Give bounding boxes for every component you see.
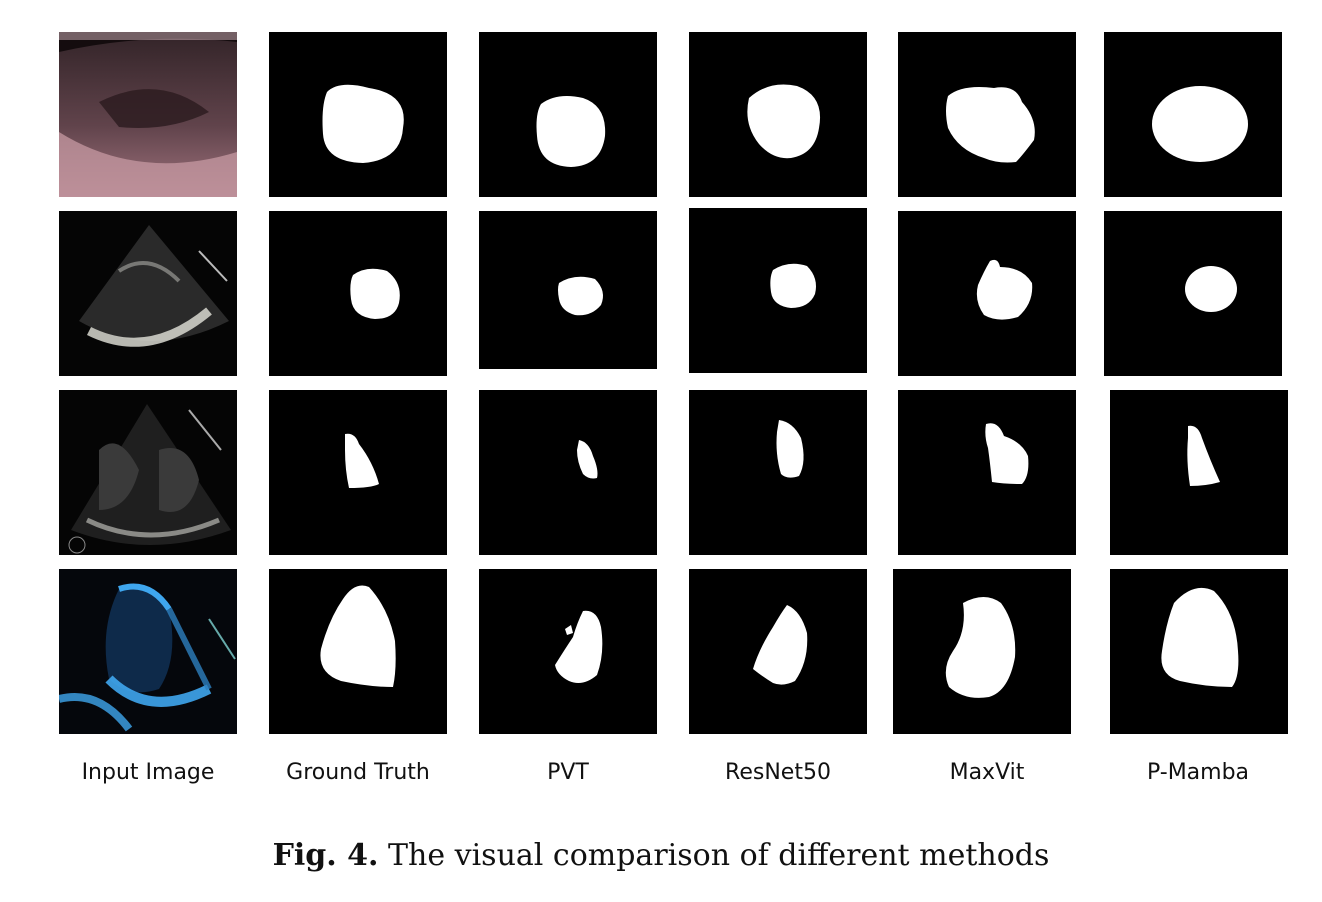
- column-label-maxvit: MaxVit: [949, 760, 1025, 785]
- input-image-row-1: [59, 32, 237, 197]
- mask-resnet50-row-3: [689, 390, 867, 555]
- input-image-row-4: [59, 569, 237, 734]
- mask-resnet50-row-4: [689, 569, 867, 734]
- mask-maxvit-row-4: [893, 569, 1071, 734]
- mask-p-mamba-row-4: [1110, 569, 1288, 734]
- mask-resnet50-row-1: [689, 32, 867, 197]
- mask-p-mamba-row-1: [1104, 32, 1282, 197]
- mask-ground-truth-row-4: [269, 569, 447, 734]
- mask-pvt-row-4: [479, 569, 657, 734]
- mask-ground-truth-row-1: [269, 32, 447, 197]
- mask-ground-truth-row-3: [269, 390, 447, 555]
- mask-maxvit-row-3: [898, 390, 1076, 555]
- column-label-resnet50: ResNet50: [725, 760, 831, 785]
- mask-ground-truth-row-2: [269, 211, 447, 376]
- column-label-input-image: Input Image: [81, 760, 215, 785]
- input-image-row-2: [59, 211, 237, 376]
- mask-p-mamba-row-2: [1104, 211, 1282, 376]
- input-image-row-3: [59, 390, 237, 555]
- column-label-p-mamba: P-Mamba: [1146, 760, 1250, 785]
- mask-pvt-row-1: [479, 32, 657, 197]
- figure-caption-text: The visual comparison of different metho…: [378, 838, 1050, 873]
- column-label-ground-truth: Ground Truth: [286, 760, 430, 785]
- mask-maxvit-row-1: [898, 32, 1076, 197]
- mask-resnet50-row-2: [689, 208, 867, 373]
- mask-pvt-row-2: [479, 211, 657, 369]
- mask-pvt-row-3: [479, 390, 657, 555]
- column-label-pvt: PVT: [547, 760, 589, 785]
- figure-caption: Fig. 4. The visual comparison of differe…: [0, 838, 1322, 873]
- mask-p-mamba-row-3: [1110, 390, 1288, 555]
- mask-maxvit-row-2: [898, 211, 1076, 376]
- figure-number: Fig. 4.: [272, 838, 379, 873]
